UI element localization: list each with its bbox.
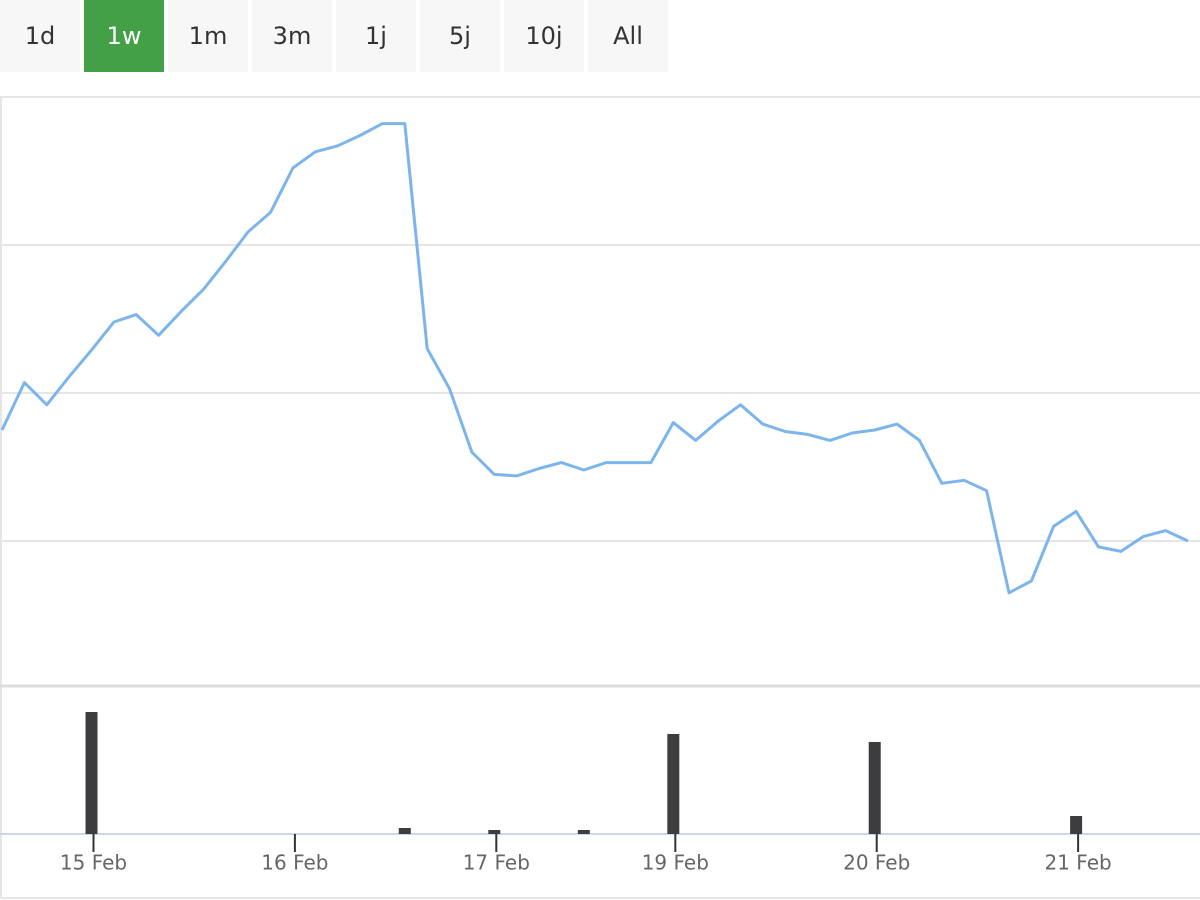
range-button[interactable]: 3m [252,0,332,72]
volume-bar [667,734,680,834]
range-button[interactable]: 1m [168,0,248,72]
volume-bar [488,830,501,834]
range-button[interactable]: 5j [420,0,500,72]
x-tick-label: 17 Feb [463,851,530,875]
x-tick-label: 19 Feb [642,851,709,875]
price-line [0,122,1189,595]
x-tick-label: 16 Feb [261,851,328,875]
range-button[interactable]: 10j [504,0,584,72]
range-button[interactable]: 1d [0,0,80,72]
volume-bar [85,712,98,834]
volume-bar [398,828,411,834]
x-tick-label: 20 Feb [843,851,910,875]
range-button[interactable]: 1w [84,0,164,72]
range-selector: 1d 1w 1m 3m 1j 5j 10j All [0,0,668,72]
volume-bar [1070,816,1083,834]
volume-bar [577,830,590,834]
range-button[interactable]: 1j [336,0,416,72]
volume-bar [868,742,881,834]
x-tick-label: 15 Feb [60,851,127,875]
range-button[interactable]: All [588,0,668,72]
x-tick-label: 21 Feb [1045,851,1112,875]
